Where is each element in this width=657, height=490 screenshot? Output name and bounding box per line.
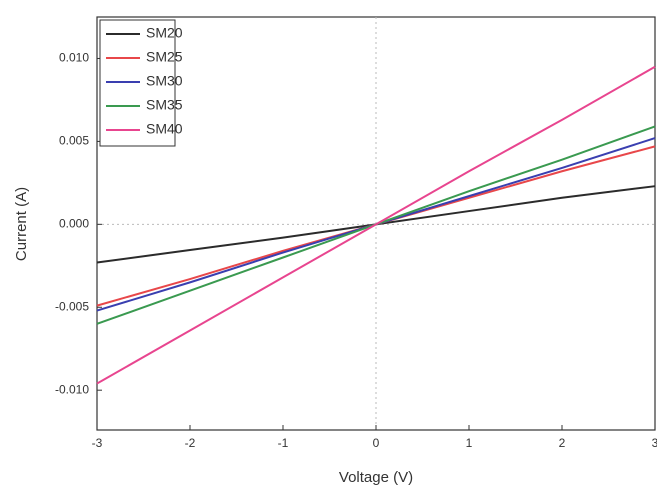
x-tick-label: 1: [466, 436, 473, 450]
legend-label: SM20: [146, 25, 183, 41]
legend-label: SM30: [146, 73, 183, 89]
series-line: [96, 65, 656, 385]
x-tick-label: -2: [185, 436, 196, 450]
legend-label: SM25: [146, 49, 183, 65]
x-tick-label: 2: [559, 436, 566, 450]
y-axis-label: Current (A): [13, 187, 30, 261]
series-line: [96, 145, 656, 307]
x-tick-label: 0: [373, 436, 380, 450]
legend-label: SM35: [146, 97, 183, 113]
y-tick-label: 0.000: [59, 217, 89, 231]
y-tick-label: -0.010: [55, 382, 89, 396]
legend-label: SM40: [146, 121, 183, 137]
y-tick-label: 0.010: [59, 51, 89, 65]
x-axis-label: Voltage (V): [339, 469, 413, 486]
y-tick-label: 0.005: [59, 134, 89, 148]
x-tick-label: -1: [278, 436, 289, 450]
y-tick-label: -0.005: [55, 299, 89, 313]
x-tick-label: -3: [92, 436, 103, 450]
x-tick-label: 3: [652, 436, 657, 450]
